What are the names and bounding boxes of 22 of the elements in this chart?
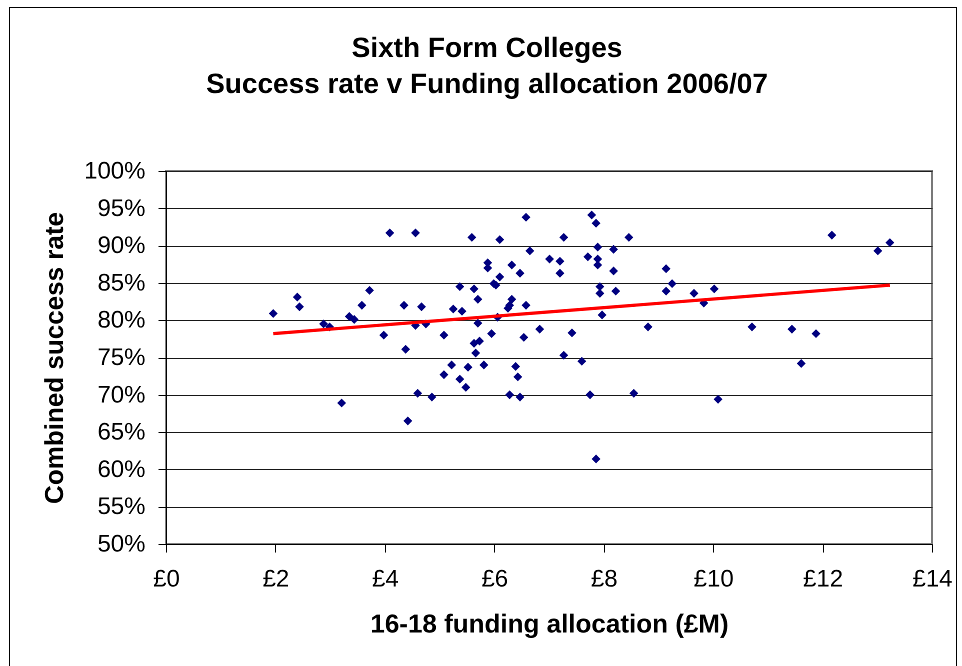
y-tick-label: 90% (97, 232, 146, 260)
y-axis-title: Combined success rate (39, 212, 70, 504)
x-tick-label: £8 (590, 566, 618, 592)
y-tick-label: 85% (97, 269, 146, 296)
x-tick-label: £4 (372, 566, 399, 592)
y-tick-label: 60% (97, 456, 146, 483)
x-tick-label: £14 (912, 566, 953, 592)
y-tick-label: 100% (84, 158, 146, 184)
y-tick-label: 80% (97, 306, 146, 334)
y-tick-label: 95% (97, 194, 146, 222)
x-tick-label: £12 (803, 566, 844, 592)
x-tick-label: £0 (153, 566, 180, 592)
x-tick-label: £6 (481, 566, 508, 592)
y-tick-label: 55% (97, 493, 146, 520)
y-tick-label: 75% (97, 344, 146, 371)
y-tick-label: 50% (97, 530, 146, 558)
x-tick-label: £10 (694, 566, 734, 592)
chart-title: Sixth Form Colleges Success rate v Funding allocation 2006/07 (206, 32, 768, 99)
y-tick-label: 70% (97, 381, 146, 408)
x-axis-title: 16-18 funding allocation (£M) (370, 608, 729, 638)
y-tick-label: 65% (97, 418, 146, 446)
x-tick-label: £2 (262, 566, 290, 592)
